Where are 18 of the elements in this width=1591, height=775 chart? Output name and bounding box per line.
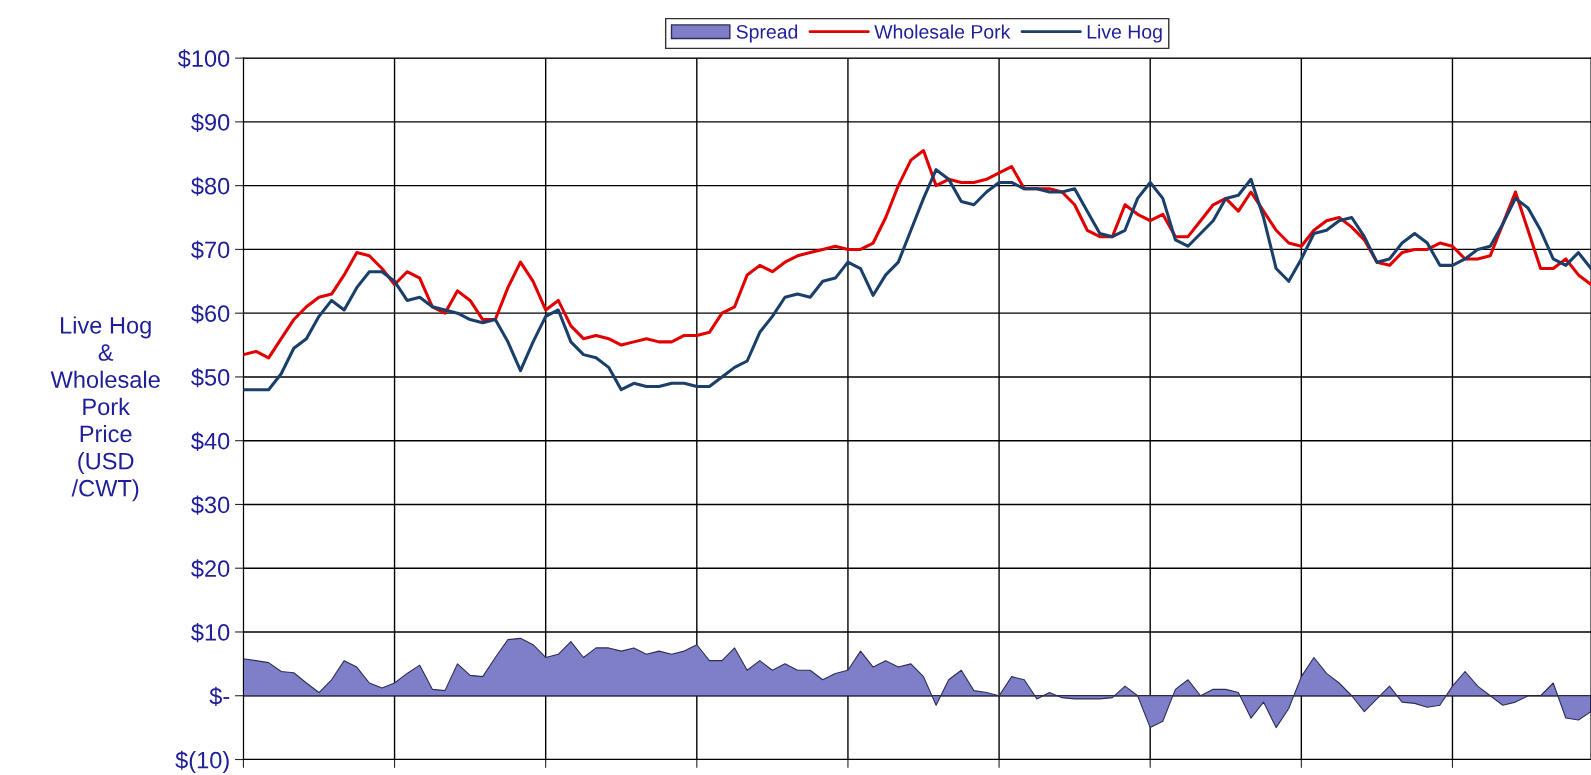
y-tick-label: $80	[191, 176, 230, 196]
y-tick-label: $50	[191, 368, 230, 388]
line-series	[243, 168, 1591, 392]
y-tick-label: $-	[209, 686, 230, 706]
y-tick-label: $100	[177, 49, 230, 69]
y-tick-label: $10	[191, 623, 230, 643]
y-tick-label: $90	[191, 112, 230, 133]
legend-label: Wholesale Pork	[874, 24, 1011, 39]
y-tick-label: $(10)	[175, 750, 229, 774]
legend-label: Live Hog	[1087, 24, 1162, 43]
y-tick-label: $60	[191, 304, 230, 324]
y-tick-label: $30	[191, 495, 230, 515]
line-series	[243, 149, 1591, 360]
y-axis-title: Live Hog & Wholesale Pork Price (USD /CWT)	[50, 316, 160, 502]
y-tick-label: $20	[191, 559, 230, 579]
y-tick-label: $70	[191, 240, 230, 260]
y-tick-label: $40	[191, 431, 230, 451]
legend-label: Spread	[736, 24, 798, 43]
